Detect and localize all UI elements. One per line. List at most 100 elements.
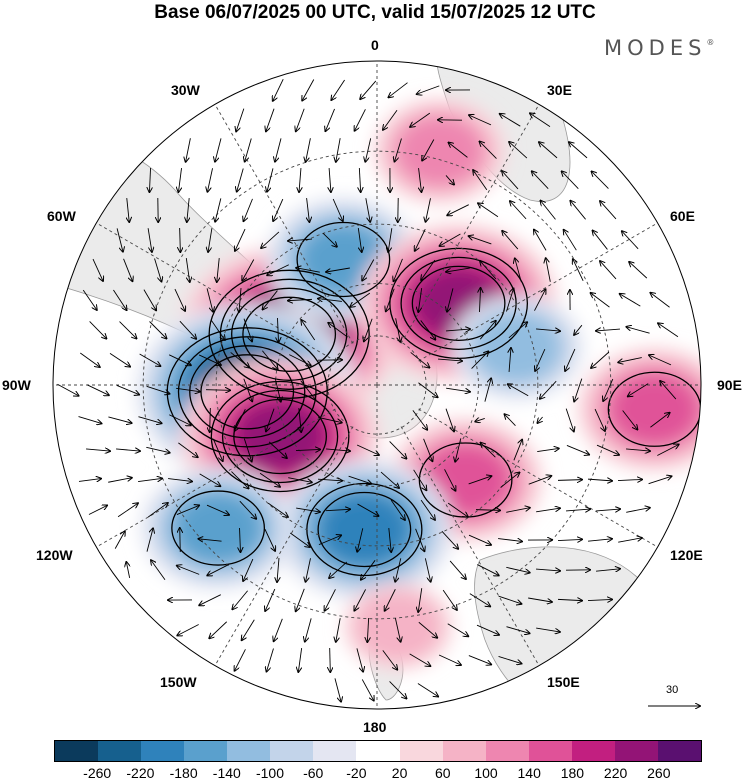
wind-arrow <box>534 230 547 251</box>
wind-arrow <box>57 383 78 395</box>
wind-arrow <box>506 289 513 312</box>
wind-arrow <box>513 440 522 461</box>
wind-arrow <box>622 231 639 250</box>
wind-arrow <box>447 623 469 636</box>
wind-arrow <box>263 290 278 310</box>
wind-arrow <box>318 299 342 302</box>
wind-arrow <box>419 168 422 192</box>
contour-line <box>171 490 266 566</box>
wind-arrow <box>207 564 229 576</box>
wind-arrow <box>243 438 251 462</box>
wind-arrow <box>660 381 677 400</box>
wind-arrow <box>268 441 287 458</box>
land-australia <box>474 546 662 709</box>
wind-arrow <box>509 142 528 159</box>
wind-arrow <box>178 168 181 192</box>
wind-arrow <box>591 351 610 368</box>
wind-arrow <box>528 476 552 485</box>
wind-vectors <box>57 78 678 701</box>
wind-arrow <box>88 505 107 515</box>
wind-arrow <box>239 288 241 312</box>
wind-arrow <box>626 327 650 334</box>
wind-arrow <box>123 258 133 281</box>
wind-arrow <box>468 476 492 485</box>
wind-arrow <box>299 168 301 192</box>
wind-arrow <box>506 626 529 634</box>
lon-label-180: 180 <box>363 719 387 735</box>
lon-label-60w: 60W <box>47 208 76 224</box>
wind-arrow <box>277 317 278 342</box>
wind-arrow <box>650 293 670 308</box>
reference-vector-label: 30 <box>666 684 679 696</box>
wind-arrow <box>596 444 619 455</box>
contour-line <box>210 380 350 493</box>
wind-arrow <box>480 141 497 159</box>
wind-arrow <box>473 170 488 191</box>
wind-arrow <box>445 408 454 432</box>
wind-arrow <box>266 408 275 432</box>
wind-arrow <box>89 321 107 338</box>
wind-arrow <box>80 352 99 367</box>
wind-arrow <box>236 108 245 132</box>
wind-arrow <box>325 509 350 510</box>
colorbar-segment <box>485 741 529 761</box>
wind-arrow <box>481 443 496 458</box>
wind-arrow <box>318 535 341 546</box>
wind-arrow <box>239 500 256 519</box>
colorbar-segment <box>98 741 142 761</box>
wind-arrow <box>334 678 341 701</box>
wind-arrow <box>147 228 152 252</box>
contour-line <box>317 491 412 568</box>
wind-arrow <box>306 558 311 581</box>
wind-arrow <box>418 621 437 637</box>
wind-arrow <box>477 564 498 576</box>
wind-arrow <box>357 228 361 252</box>
wind-arrow <box>146 385 170 393</box>
contour-line <box>242 296 337 372</box>
wind-arrow <box>475 418 485 421</box>
contour-line <box>411 265 506 342</box>
latitude-circle <box>275 283 479 487</box>
wind-arrow <box>237 168 244 191</box>
wind-arrow <box>92 258 103 281</box>
wind-arrow <box>498 595 522 604</box>
wind-arrow <box>295 449 320 450</box>
wind-arrow <box>277 558 279 582</box>
wind-arrow <box>329 167 331 192</box>
wind-arrow <box>350 292 371 307</box>
wind-arrow <box>447 288 454 311</box>
wind-arrow <box>449 143 468 158</box>
wind-arrow <box>206 288 213 311</box>
wind-arrow <box>273 78 284 101</box>
wind-arrow <box>413 469 427 490</box>
wind-arrow <box>288 477 312 483</box>
wind-arrow <box>138 416 161 424</box>
wind-arrow <box>426 198 431 221</box>
wind-arrow <box>617 479 642 480</box>
lon-label-0: 0 <box>371 37 379 53</box>
wind-arrow <box>389 441 407 458</box>
colorbar-segment <box>657 741 701 761</box>
wind-arrow <box>468 534 491 545</box>
colorbar-tick-label: -100 <box>255 765 285 781</box>
wind-arrow <box>506 508 530 513</box>
wind-arrow <box>649 355 672 366</box>
wind-arrow <box>266 108 275 132</box>
wind-arrow <box>117 503 138 518</box>
wind-arrow <box>620 294 641 307</box>
wind-arrow <box>288 239 312 241</box>
wind-arrow <box>235 228 246 251</box>
wind-arrow <box>587 599 612 600</box>
wind-arrow <box>206 504 229 515</box>
wind-arrow <box>231 471 248 489</box>
wind-arrow <box>536 627 560 632</box>
wind-arrow <box>532 171 549 190</box>
wind-arrow <box>388 228 393 252</box>
wind-arrow <box>217 258 219 282</box>
wind-arrow <box>332 198 343 221</box>
colorbar-tick-label: -140 <box>212 765 241 781</box>
colorbar-tick-label: -260 <box>83 765 112 781</box>
logo-text: MODES <box>604 36 707 60</box>
wind-arrow <box>317 479 342 481</box>
